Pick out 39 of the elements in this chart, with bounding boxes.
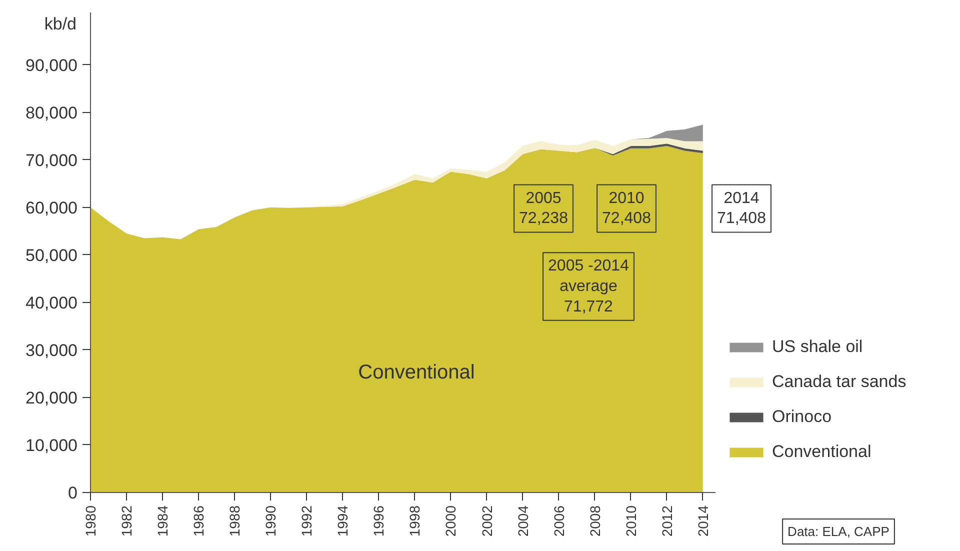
y-tick-label: 10,000 xyxy=(26,436,78,455)
x-tick-label: 1986 xyxy=(190,505,207,537)
x-tick-label: 1982 xyxy=(118,505,135,537)
y-tick-label: 50,000 xyxy=(26,246,78,265)
y-tick-label: 30,000 xyxy=(26,340,78,360)
legend-label: US shale oil xyxy=(772,337,863,357)
x-tick-label: 2006 xyxy=(550,505,567,537)
annotation: Conventional xyxy=(358,362,475,384)
text: 2014 71,408 xyxy=(717,190,766,228)
x-tick-label: 2012 xyxy=(658,505,675,537)
y-tick-label: 0 xyxy=(68,484,78,502)
y-tick-label: 80,000 xyxy=(26,103,78,122)
legend-label: Conventional xyxy=(772,442,872,462)
y-tick-label: 20,000 xyxy=(26,388,78,408)
annotation: 2005 72,238 xyxy=(519,190,568,228)
x-tick-label: 2002 xyxy=(478,505,495,537)
y-axis-title: kb/d xyxy=(44,14,77,34)
text: Data: ELA, CAPP xyxy=(788,524,890,539)
x-tick-label: 1990 xyxy=(262,505,279,537)
x-tick-label: 2008 xyxy=(586,505,603,537)
legend-label: Orinoco xyxy=(772,407,832,427)
y-tick-label: 90,000 xyxy=(26,56,78,75)
x-tick-label: 1992 xyxy=(298,505,315,537)
legend-label: Canada tar sands xyxy=(772,372,906,392)
annotation: 2010 72,408 xyxy=(602,190,652,228)
y-tick-label: 70,000 xyxy=(26,150,78,170)
y-tick-label: 40,000 xyxy=(26,293,78,312)
x-tick-label: 2010 xyxy=(622,505,639,537)
annotation: 2005 -2014 average 71,772 xyxy=(548,258,630,316)
x-tick-label: 2004 xyxy=(514,505,531,537)
y-tick-label: 60,000 xyxy=(26,198,78,218)
x-tick-label: 2014 xyxy=(694,505,711,537)
x-tick-label: 1998 xyxy=(406,505,423,537)
x-tick-label: 1984 xyxy=(154,505,171,537)
x-tick-label: 2000 xyxy=(442,505,459,537)
x-tick-label: 1994 xyxy=(334,505,351,537)
x-tick-label: 1988 xyxy=(226,505,243,537)
x-tick-label: 1996 xyxy=(370,505,387,537)
x-tick-label: 1980 xyxy=(82,505,98,537)
